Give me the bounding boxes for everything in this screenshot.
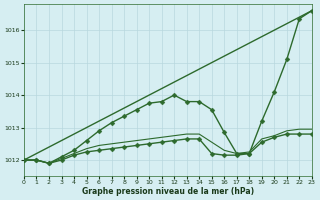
X-axis label: Graphe pression niveau de la mer (hPa): Graphe pression niveau de la mer (hPa) xyxy=(82,187,254,196)
